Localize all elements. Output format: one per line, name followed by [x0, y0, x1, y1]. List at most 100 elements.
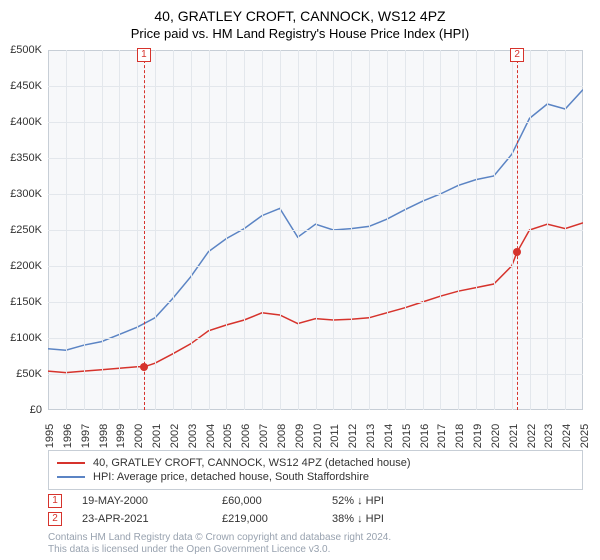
footer-line1: Contains HM Land Registry data © Crown c… — [48, 532, 583, 544]
gridline-v — [173, 50, 174, 410]
legend-swatch-property — [57, 462, 85, 464]
x-tick-label: 2010 — [308, 424, 324, 448]
event-badge-1: 1 — [48, 494, 62, 508]
gridline-v — [102, 50, 103, 410]
gridline-v — [280, 50, 281, 410]
gridline-v — [440, 50, 441, 410]
event-price-1: £60,000 — [222, 495, 332, 507]
x-tick-label: 2014 — [379, 424, 395, 448]
y-tick-label: £400K — [10, 116, 48, 128]
event-marker-badge-2: 2 — [510, 48, 524, 62]
gridline-v — [476, 50, 477, 410]
y-tick-label: £50K — [16, 368, 48, 380]
x-tick-label: 2000 — [129, 424, 145, 448]
x-tick-label: 2008 — [272, 424, 288, 448]
event-date-1: 19-MAY-2000 — [82, 495, 222, 507]
gridline-v — [244, 50, 245, 410]
y-tick-label: £100K — [10, 332, 48, 344]
footer-line2: This data is licensed under the Open Gov… — [48, 544, 583, 556]
gridline-v — [458, 50, 459, 410]
event-row-2: 2 23-APR-2021 £219,000 38% ↓ HPI — [48, 510, 583, 528]
gridline-v — [565, 50, 566, 410]
x-tick-label: 2020 — [486, 424, 502, 448]
x-tick-label: 2012 — [343, 424, 359, 448]
x-tick-label: 2009 — [290, 424, 306, 448]
x-tick-label: 1998 — [94, 424, 110, 448]
gridline-v — [423, 50, 424, 410]
chart-legend: 40, GRATLEY CROFT, CANNOCK, WS12 4PZ (de… — [48, 450, 583, 490]
x-tick-label: 2007 — [254, 424, 270, 448]
gridline-v — [226, 50, 227, 410]
gridline-v — [369, 50, 370, 410]
title-subtitle: Price paid vs. HM Land Registry's House … — [0, 24, 600, 41]
title-address: 40, GRATLEY CROFT, CANNOCK, WS12 4PZ — [0, 8, 600, 24]
y-tick-label: £500K — [10, 44, 48, 56]
y-tick-label: £450K — [10, 80, 48, 92]
event-dot-2 — [513, 248, 521, 256]
x-tick-label: 2004 — [201, 424, 217, 448]
footer-attribution: Contains HM Land Registry data © Crown c… — [48, 532, 583, 556]
gridline-v — [387, 50, 388, 410]
y-tick-label: £0 — [30, 404, 48, 416]
events-table: 1 19-MAY-2000 £60,000 52% ↓ HPI 2 23-APR… — [48, 492, 583, 528]
event-line-1 — [144, 50, 145, 410]
x-tick-label: 2021 — [504, 424, 520, 448]
event-badge-2: 2 — [48, 512, 62, 526]
gridline-v — [333, 50, 334, 410]
x-tick-label: 2015 — [397, 424, 413, 448]
x-tick-label: 2022 — [522, 424, 538, 448]
gridline-v — [316, 50, 317, 410]
event-marker-badge-1: 1 — [137, 48, 151, 62]
gridline-v — [191, 50, 192, 410]
page-root: 40, GRATLEY CROFT, CANNOCK, WS12 4PZ Pri… — [0, 0, 600, 560]
y-tick-label: £300K — [10, 188, 48, 200]
gridline-v — [84, 50, 85, 410]
x-tick-label: 1999 — [111, 424, 127, 448]
x-tick-label: 2011 — [325, 424, 341, 448]
gridline-v — [405, 50, 406, 410]
gridline-v — [298, 50, 299, 410]
legend-item-hpi: HPI: Average price, detached house, Sout… — [57, 470, 574, 484]
legend-item-property: 40, GRATLEY CROFT, CANNOCK, WS12 4PZ (de… — [57, 456, 574, 470]
gridline-v — [137, 50, 138, 410]
gridline-v — [262, 50, 263, 410]
gridline-v — [66, 50, 67, 410]
x-tick-label: 2024 — [557, 424, 573, 448]
event-delta-1: 52% ↓ HPI — [332, 495, 452, 507]
x-tick-label: 2013 — [361, 424, 377, 448]
event-row-1: 1 19-MAY-2000 £60,000 52% ↓ HPI — [48, 492, 583, 510]
event-date-2: 23-APR-2021 — [82, 513, 222, 525]
x-tick-label: 2017 — [432, 424, 448, 448]
event-price-2: £219,000 — [222, 513, 332, 525]
x-tick-label: 1996 — [58, 424, 74, 448]
event-dot-1 — [140, 363, 148, 371]
event-line-2 — [517, 50, 518, 410]
x-tick-label: 1997 — [76, 424, 92, 448]
x-tick-label: 2005 — [218, 424, 234, 448]
x-tick-label: 2016 — [415, 424, 431, 448]
gridline-v — [351, 50, 352, 410]
y-tick-label: £200K — [10, 260, 48, 272]
x-tick-label: 2019 — [468, 424, 484, 448]
y-tick-label: £150K — [10, 296, 48, 308]
gridline-v — [155, 50, 156, 410]
x-tick-label: 2006 — [236, 424, 252, 448]
legend-label-hpi: HPI: Average price, detached house, Sout… — [93, 471, 369, 483]
event-delta-2: 38% ↓ HPI — [332, 513, 452, 525]
gridline-v — [512, 50, 513, 410]
x-tick-label: 2025 — [575, 424, 591, 448]
x-tick-label: 2003 — [183, 424, 199, 448]
y-tick-label: £250K — [10, 224, 48, 236]
title-block: 40, GRATLEY CROFT, CANNOCK, WS12 4PZ Pri… — [0, 0, 600, 41]
legend-swatch-hpi — [57, 476, 85, 478]
x-tick-label: 1995 — [40, 424, 56, 448]
x-tick-label: 2001 — [147, 424, 163, 448]
x-tick-label: 2023 — [539, 424, 555, 448]
price-chart: £0£50K£100K£150K£200K£250K£300K£350K£400… — [48, 50, 583, 410]
gridline-v — [494, 50, 495, 410]
x-tick-label: 2002 — [165, 424, 181, 448]
gridline-v — [209, 50, 210, 410]
y-tick-label: £350K — [10, 152, 48, 164]
gridline-v — [119, 50, 120, 410]
legend-label-property: 40, GRATLEY CROFT, CANNOCK, WS12 4PZ (de… — [93, 457, 411, 469]
